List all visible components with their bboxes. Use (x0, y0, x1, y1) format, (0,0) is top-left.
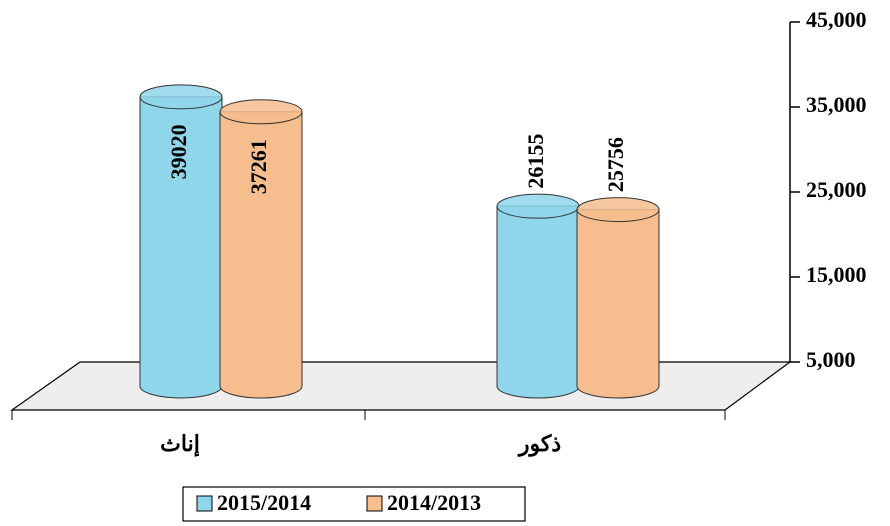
bar-top (219, 99, 303, 125)
bar-top (496, 193, 580, 219)
y-tick-label: 25,000 (806, 177, 867, 202)
y-tick-label: 35,000 (806, 92, 867, 117)
bar (576, 209, 660, 399)
value-label: 25756 (603, 137, 628, 192)
y-tick-label: 45,000 (806, 7, 867, 32)
floor (10, 361, 792, 411)
bar (219, 111, 303, 399)
legend-label: 2014/2013 (387, 490, 481, 515)
bar-top (139, 84, 223, 110)
bar (496, 205, 580, 399)
x-tick-label: إناث (160, 431, 200, 458)
y-tick-label: 15,000 (806, 262, 867, 287)
legend-box (182, 486, 526, 522)
legend-label: 2015/2014 (217, 490, 311, 515)
value-label: 26155 (523, 134, 548, 189)
x-tick-label: ذكور (517, 431, 561, 457)
y-tick-label: 5,000 (806, 347, 856, 372)
value-label: 37261 (246, 139, 271, 194)
legend-swatch (366, 495, 383, 512)
value-label: 39020 (166, 124, 191, 179)
bar-top (576, 197, 660, 223)
legend-swatch (196, 495, 213, 512)
